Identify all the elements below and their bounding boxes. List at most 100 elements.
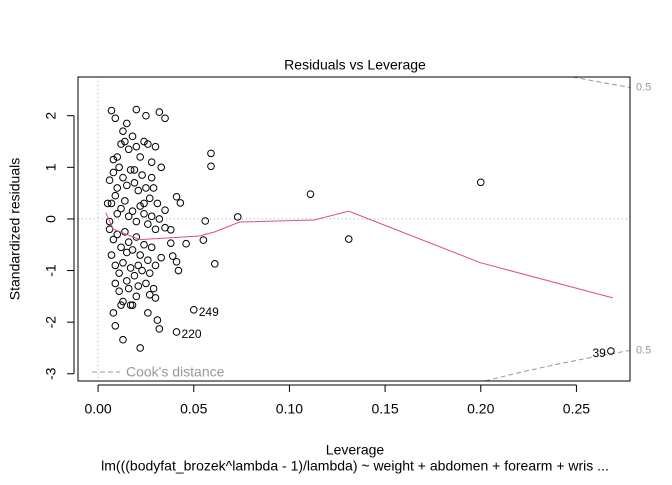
point [207, 162, 215, 171]
point [168, 252, 177, 260]
point [207, 149, 215, 158]
point [117, 243, 125, 252]
point [142, 111, 150, 120]
point [176, 199, 185, 207]
point [144, 140, 152, 148]
point [128, 301, 137, 309]
y-tick-label: 2 [43, 112, 59, 120]
point [138, 266, 146, 275]
point [111, 191, 120, 200]
point [189, 305, 198, 314]
point [130, 179, 139, 187]
point [166, 225, 175, 234]
point [157, 253, 166, 262]
point [111, 261, 120, 270]
point [126, 264, 135, 272]
x-tick-label: 0.20 [467, 401, 494, 417]
point [306, 190, 315, 198]
point [147, 173, 156, 182]
point [145, 269, 154, 277]
point-label: 39 [593, 346, 607, 360]
point [132, 105, 141, 114]
point [172, 192, 181, 201]
point [122, 119, 131, 128]
point [109, 309, 118, 317]
point [119, 173, 127, 182]
point [174, 266, 183, 275]
point [142, 184, 150, 192]
point [136, 153, 144, 161]
point [132, 292, 141, 301]
point [211, 260, 219, 268]
point [155, 325, 164, 333]
point [151, 294, 160, 302]
point [107, 199, 116, 208]
chart-title: Residuals vs Leverage [284, 57, 426, 73]
point [157, 163, 166, 172]
point [107, 251, 116, 259]
plot-frame [77, 76, 631, 382]
point [144, 220, 152, 228]
point [122, 248, 131, 257]
point [121, 137, 129, 146]
y-tick-label: 1 [43, 163, 59, 171]
point [113, 209, 122, 218]
point [153, 316, 162, 324]
point [161, 206, 169, 214]
point-label: 249 [199, 305, 219, 319]
legend-label: Cook's distance [126, 364, 225, 380]
point [132, 217, 141, 226]
x-tick-label: 0.00 [84, 401, 111, 417]
point [607, 347, 615, 355]
point [111, 114, 120, 123]
subtitle: lm(((bodyfat_brozek^lambda - 1)/lambda) … [101, 458, 609, 474]
point [121, 197, 129, 205]
point [132, 142, 141, 151]
point-label: 220 [182, 327, 202, 341]
point [122, 181, 131, 190]
point [105, 176, 114, 185]
point [117, 204, 125, 213]
point [121, 228, 129, 236]
point [147, 243, 156, 252]
cooks-distance-curve [485, 349, 630, 381]
point [172, 328, 181, 336]
x-tick-label: 0.05 [180, 401, 207, 417]
point [145, 291, 154, 299]
point [134, 282, 143, 290]
point [155, 108, 164, 116]
point [136, 251, 144, 259]
point [111, 321, 120, 330]
point [201, 217, 210, 225]
point [155, 215, 164, 223]
x-axis-title: Leverage [326, 442, 385, 458]
point [119, 297, 127, 306]
point [151, 261, 160, 270]
point [144, 309, 152, 317]
x-tick-label: 0.15 [371, 401, 398, 417]
point [136, 202, 144, 210]
x-tick-label: 0.25 [563, 401, 590, 417]
point [119, 127, 127, 135]
point [153, 199, 162, 208]
cooks-level-label: 0.5 [636, 81, 651, 93]
point [151, 225, 160, 234]
y-tick-label: 0 [43, 215, 59, 223]
smooth-line [105, 210, 613, 299]
point [199, 236, 208, 244]
point [138, 171, 146, 179]
point [151, 142, 160, 151]
point [126, 301, 135, 309]
point [105, 217, 114, 226]
point [144, 256, 152, 265]
point [147, 212, 156, 221]
point [476, 178, 485, 187]
cooks-level-label: 0.5 [636, 344, 651, 356]
point [124, 145, 133, 154]
point [140, 209, 148, 218]
point [124, 212, 133, 221]
point [130, 166, 139, 174]
point [109, 155, 118, 164]
point [182, 239, 190, 248]
